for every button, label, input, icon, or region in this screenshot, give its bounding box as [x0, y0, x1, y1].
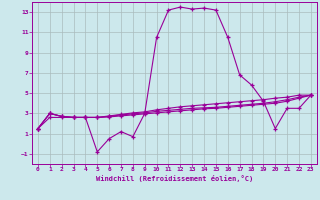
X-axis label: Windchill (Refroidissement éolien,°C): Windchill (Refroidissement éolien,°C): [96, 175, 253, 182]
